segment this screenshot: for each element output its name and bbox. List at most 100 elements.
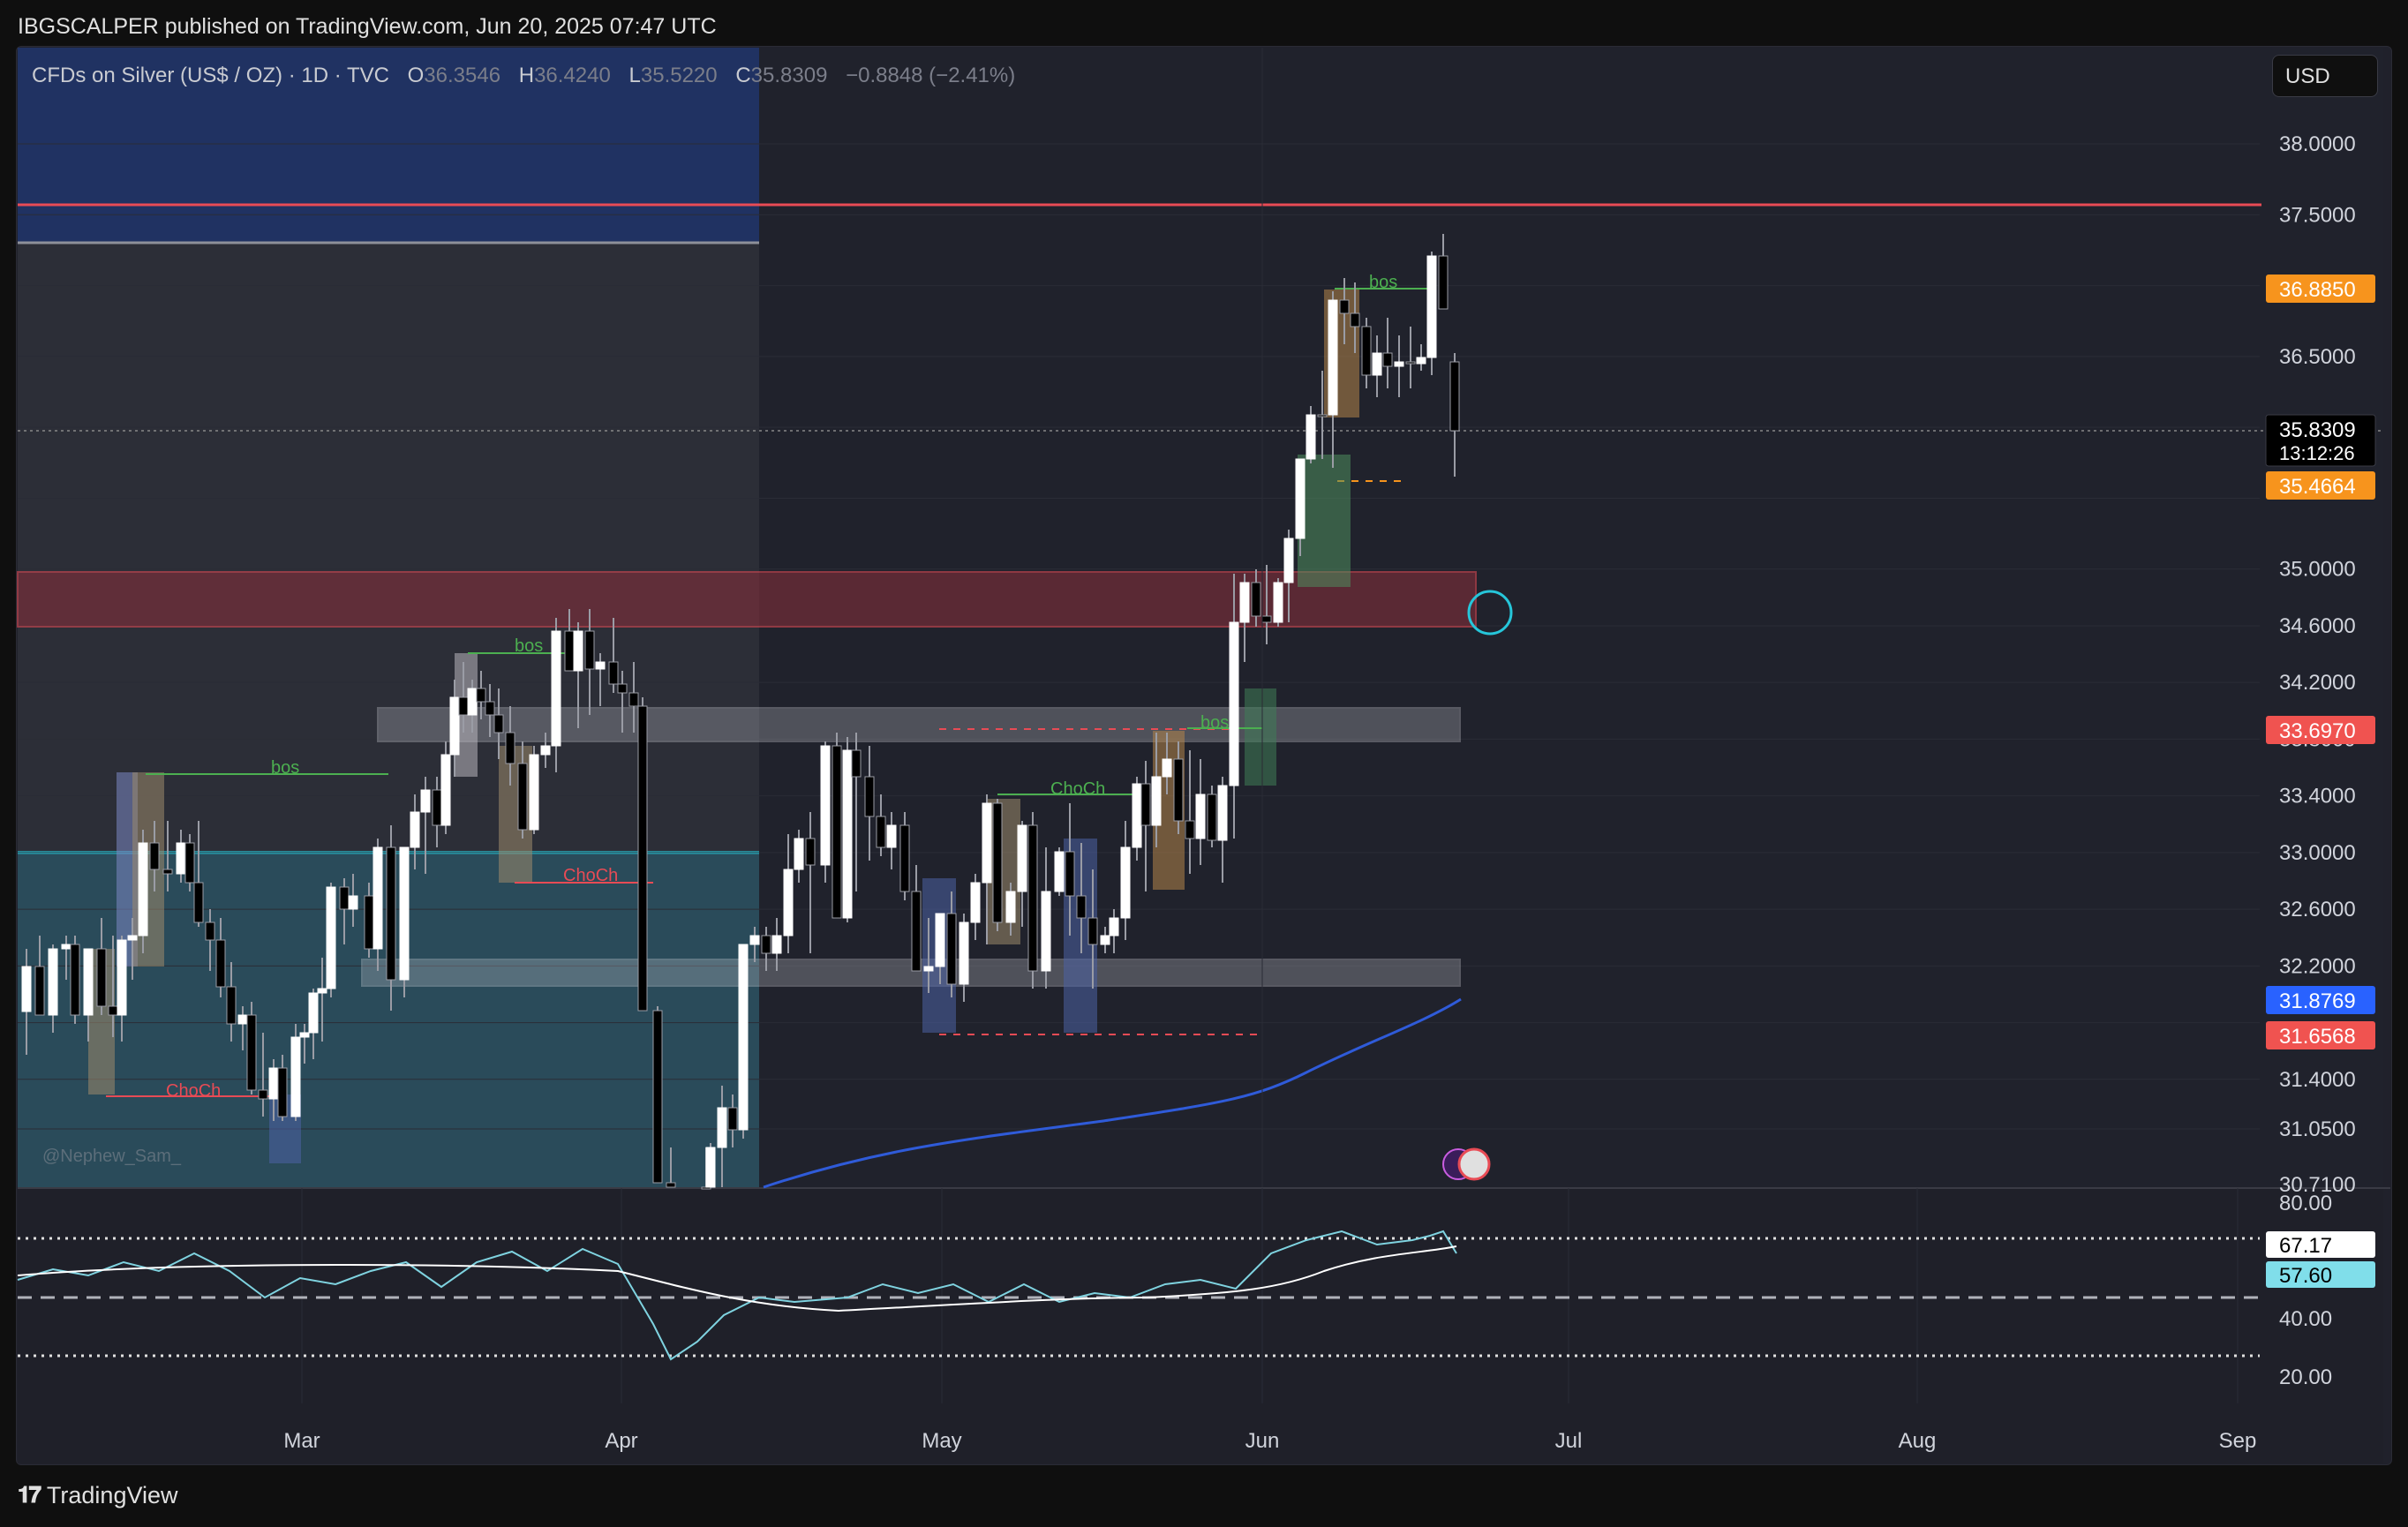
candle (1076, 895, 1087, 919)
tradingview-logo[interactable]: 𝟏𝟕 TradingView (18, 1481, 178, 1509)
high-label: H (518, 64, 535, 87)
candle (1261, 615, 1272, 623)
candle (215, 939, 226, 988)
candle (517, 763, 528, 831)
time-tick: Mar (283, 1429, 320, 1453)
target-circle (1467, 590, 1513, 636)
currency-button[interactable]: USD (2272, 55, 2378, 97)
candle (876, 816, 886, 848)
candle (794, 838, 804, 870)
price-label: 36.8850 (2279, 278, 2356, 302)
open-value: 36.3546 (424, 64, 501, 87)
close-label: C (735, 64, 751, 87)
price-label-bg (2266, 275, 2375, 303)
choch-label: ChoCh (1050, 779, 1105, 799)
candle (935, 913, 945, 967)
candle (176, 842, 186, 875)
moving-average-line (763, 997, 1462, 1189)
chart-canvas[interactable]: bos bos bos bos ChoCh ChoCh ChoCh @Nephew_Sam_ 3… (0, 0, 2408, 1465)
candle (899, 824, 910, 892)
candle (982, 802, 992, 884)
candle (184, 842, 195, 884)
candle (842, 749, 853, 919)
candle (1207, 794, 1217, 841)
candle (584, 630, 595, 670)
candle (911, 891, 922, 972)
candle (317, 988, 327, 994)
rsi-label-bg (2266, 1261, 2375, 1288)
candle (386, 846, 396, 981)
candle (1027, 824, 1038, 972)
price-label-bg (2265, 414, 2376, 467)
candle (48, 948, 58, 1016)
candle (1328, 299, 1338, 416)
price-tick: 33.4000 (2279, 785, 2356, 809)
candle (449, 696, 460, 756)
candle (1317, 414, 1328, 417)
symbol-name[interactable]: CFDs on Silver (US$ / OZ) · 1D · TVC (32, 64, 389, 87)
price-label-timer: 13:12:26 (2279, 442, 2355, 464)
candle (1151, 776, 1162, 826)
candle (727, 1107, 738, 1131)
price-tick: 34.2000 (2279, 671, 2356, 695)
price-tick: 31.4000 (2279, 1068, 2356, 1092)
candle (467, 688, 478, 716)
candle (1350, 312, 1360, 327)
candle (277, 1067, 288, 1117)
published-info: IBGSCALPER published on TradingView.com,… (18, 14, 717, 39)
candles-group (21, 234, 1460, 1190)
rsi-label: 57.60 (2279, 1264, 2332, 1288)
candle (372, 846, 383, 950)
candle (364, 895, 374, 950)
candle (162, 869, 173, 875)
time-tick: Sep (2219, 1429, 2257, 1453)
candle (1185, 820, 1195, 839)
candle (637, 705, 648, 1012)
candle (476, 688, 486, 703)
candle (1005, 891, 1016, 923)
lower-range-box (361, 959, 1461, 987)
rsi-signal-line (17, 1245, 1457, 1313)
rsi-line (17, 1230, 1457, 1361)
time-tick: Jun (1245, 1429, 1280, 1453)
candle (946, 913, 957, 985)
price-tick: 32.2000 (2279, 954, 2356, 978)
rsi-tick: 20.00 (2279, 1365, 2332, 1389)
low-label: L (628, 64, 641, 87)
candle (326, 886, 336, 989)
candle (805, 838, 816, 866)
us-flag-icon (1457, 1147, 1491, 1181)
price-label-bg (2266, 986, 2375, 1014)
candle (339, 886, 350, 910)
candle (268, 1067, 279, 1100)
choch-label: ChoCh (563, 866, 618, 885)
blue-zone (18, 48, 759, 244)
change-value: −0.8848 (−2.41%) (846, 64, 1016, 87)
candle (1017, 824, 1027, 892)
candle (1438, 255, 1449, 310)
candle (959, 921, 969, 985)
candle (749, 935, 760, 945)
candle (258, 1089, 268, 1100)
candle (290, 1036, 301, 1117)
close-value: 35.8309 (750, 64, 828, 87)
candle (923, 966, 934, 972)
candle (1109, 917, 1119, 937)
candle (193, 882, 204, 923)
price-tick: 32.6000 (2279, 898, 2356, 921)
candle (738, 944, 749, 1131)
candle (717, 1107, 727, 1148)
candle (117, 939, 127, 1016)
candle (1306, 414, 1316, 460)
candle (1449, 361, 1460, 432)
candle (34, 966, 45, 1016)
candle (886, 824, 897, 848)
price-label-bg (2266, 1021, 2375, 1049)
price-label-bg (2266, 716, 2375, 744)
candle (608, 661, 619, 685)
candle (138, 842, 148, 937)
candle (1273, 582, 1283, 623)
time-tick: Jul (1555, 1429, 1583, 1453)
price-tick: 35.0000 (2279, 558, 2356, 582)
price-label: 31.6568 (2279, 1025, 2356, 1049)
